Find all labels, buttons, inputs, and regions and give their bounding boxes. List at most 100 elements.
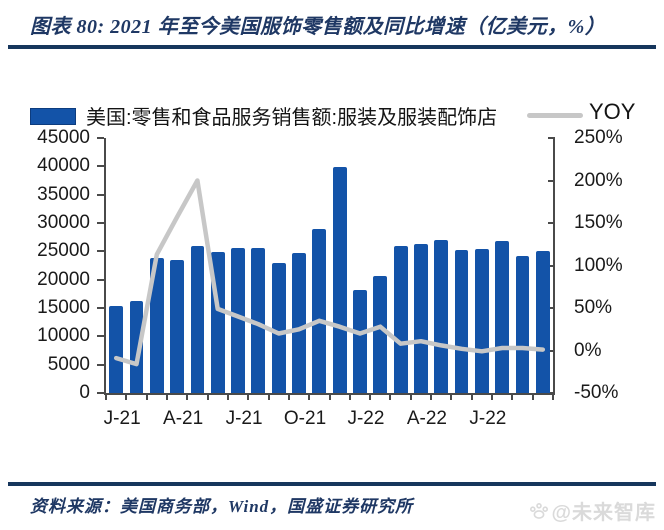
- source-note: 资料来源：美国商务部，Wind，国盛证券研究所: [30, 497, 414, 516]
- bar: [454, 249, 469, 393]
- plot-frame: [104, 138, 555, 395]
- right-axis-tick: [548, 392, 555, 394]
- right-axis-tick: [548, 307, 555, 309]
- right-axis-tick-label: 200%: [574, 169, 623, 191]
- left-axis-tick: [97, 363, 104, 366]
- left-axis-tick-label: 40000: [37, 155, 90, 177]
- bar: [495, 241, 510, 393]
- left-axis-tick: [97, 278, 104, 281]
- bar: [353, 289, 367, 393]
- left-axis-tick: [97, 165, 104, 168]
- x-axis-tick: [105, 395, 107, 400]
- x-axis-tick: [226, 395, 229, 400]
- bar: [332, 166, 347, 393]
- left-axis-tick: [97, 392, 104, 394]
- right-axis-tick-label: 250%: [574, 127, 623, 148]
- bar: [190, 245, 205, 393]
- left-axis-tick-label: 10000: [37, 325, 90, 347]
- x-axis-tick: [308, 395, 311, 400]
- bar: [474, 249, 489, 393]
- yoy-line-layer: [113, 178, 546, 367]
- bar: [535, 250, 550, 393]
- x-axis-tick: [389, 395, 392, 400]
- right-axis-tick: [548, 264, 555, 267]
- left-axis-tick: [97, 307, 104, 309]
- x-axis-tick: [125, 395, 128, 400]
- x-axis-tick: [552, 395, 554, 400]
- left-axis-tick-label: 45000: [37, 127, 90, 148]
- bar: [292, 253, 306, 393]
- title-divider: [8, 45, 656, 49]
- x-axis-label: J-22: [347, 408, 385, 429]
- bar: [271, 263, 286, 393]
- left-axis-tick: [97, 137, 104, 139]
- x-axis-tick: [348, 395, 351, 400]
- x-axis-label: O-21: [283, 408, 327, 429]
- line-legend-label: YOY: [589, 99, 636, 124]
- watermark: @未来智库: [529, 496, 656, 525]
- x-axis-label: A-22: [406, 408, 447, 429]
- x-axis-label: J-21: [225, 408, 263, 429]
- left-axis-tick-label: 5000: [47, 353, 90, 375]
- bar: [251, 247, 266, 393]
- bar: [149, 257, 164, 393]
- x-axis-tick: [145, 395, 148, 400]
- right-axis-tick-label: -50%: [574, 382, 619, 403]
- left-axis-tick: [97, 193, 104, 196]
- right-axis-tick-label: 150%: [574, 212, 623, 233]
- bar: [434, 240, 449, 393]
- x-axis-tick: [267, 395, 270, 400]
- x-axis-tick: [531, 395, 534, 400]
- bar: [515, 255, 530, 393]
- bar-legend-swatch: [30, 108, 76, 125]
- x-axis-label: J-21: [103, 408, 141, 429]
- bar: [231, 247, 245, 393]
- left-axis-tick: [97, 250, 104, 253]
- left-axis-tick-label: 30000: [37, 212, 90, 233]
- right-axis-tick: [548, 349, 555, 352]
- paw-icon: [530, 502, 549, 519]
- left-axis-tick-label: 15000: [37, 297, 90, 318]
- right-axis-tick: [548, 137, 555, 139]
- left-axis-tick-label: 35000: [37, 183, 90, 205]
- x-axis-tick: [186, 395, 189, 400]
- bar: [393, 246, 408, 393]
- right-axis-tick-label: 50%: [574, 297, 613, 318]
- right-axis-tick: [548, 179, 555, 182]
- bar-legend-label: 美国:零售和食品服务销售额:服装及服装配饰店: [86, 107, 498, 129]
- bar: [414, 243, 428, 393]
- x-axis-tick: [369, 395, 372, 400]
- x-axis-tick: [247, 395, 250, 400]
- x-axis-tick: [409, 395, 412, 400]
- x-axis-tick: [470, 395, 473, 400]
- yoy-line: [113, 178, 546, 367]
- footer-divider: [8, 482, 656, 486]
- right-axis-tick-label: 0%: [574, 339, 602, 361]
- left-axis-tick: [97, 335, 104, 338]
- x-axis-tick: [430, 395, 433, 400]
- x-axis-tick: [450, 395, 453, 400]
- left-axis-tick-label: 25000: [37, 240, 90, 262]
- x-axis-label: A-21: [163, 408, 204, 429]
- bar: [170, 260, 185, 393]
- x-axis-tick: [287, 395, 290, 400]
- left-axis-tick-label: 20000: [37, 268, 90, 290]
- right-axis-tick: [548, 222, 555, 224]
- left-axis-tick: [97, 222, 104, 224]
- bar: [129, 300, 144, 393]
- watermark-text: @未来智库: [551, 502, 656, 524]
- x-axis-tick: [165, 395, 168, 400]
- x-axis-tick: [328, 395, 331, 400]
- line-legend-swatch: [527, 113, 583, 118]
- bar: [312, 229, 327, 393]
- bar: [373, 276, 388, 393]
- x-axis-tick: [206, 395, 209, 400]
- x-axis-label: J-22: [469, 408, 507, 429]
- left-axis-tick-label: 0: [79, 382, 90, 403]
- right-axis-tick-label: 100%: [574, 254, 623, 276]
- bar: [109, 306, 124, 393]
- figure-title: 图表 80: 2021 年至今美国服饰零售额及同比增速（亿美元，%）: [30, 16, 606, 38]
- x-axis-tick: [511, 395, 514, 400]
